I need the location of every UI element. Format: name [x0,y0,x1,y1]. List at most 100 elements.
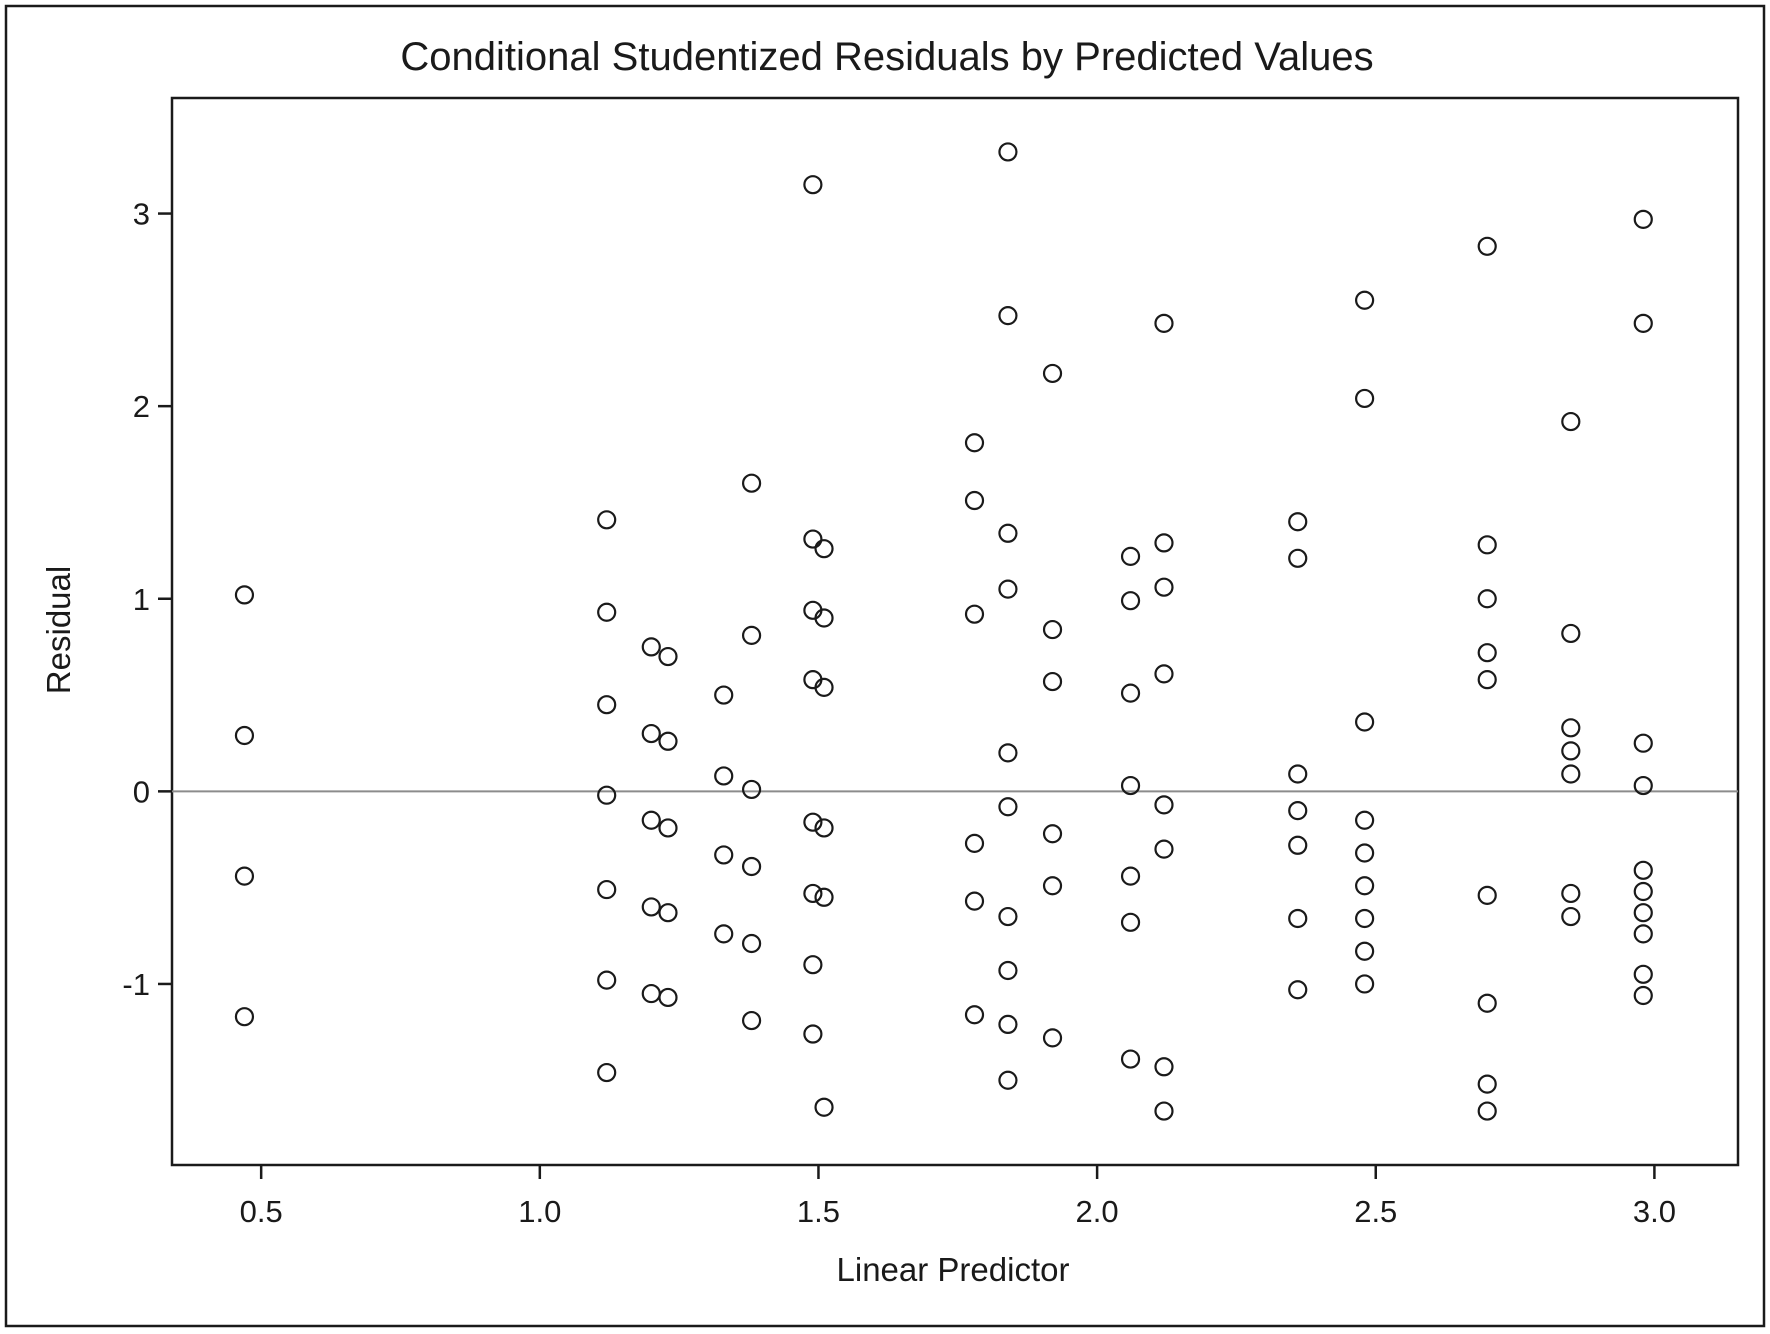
data-point [741,473,762,493]
y-axis-label: Residual [40,566,77,694]
data-point [1477,236,1497,256]
y-tick-label: 3 [133,197,150,232]
data-point [741,933,762,954]
data-point [597,785,617,805]
data-point [1120,683,1141,703]
data-point [1561,883,1581,904]
data-point [1561,906,1581,927]
data-point [234,1007,255,1027]
data-point [1633,313,1653,333]
data-point [1355,908,1375,929]
data-point [1288,512,1308,532]
data-point [597,1062,617,1083]
data-point [1633,209,1653,229]
data-point [1120,775,1141,796]
data-point [1288,908,1308,929]
x-axis-label: Linear Predictor [837,1251,1070,1288]
data-point [234,725,255,746]
data-point [803,175,823,195]
data-point [803,812,823,832]
data-point [998,743,1018,763]
data-point [1561,623,1581,644]
data-point [1633,775,1653,796]
data-point [1120,866,1141,886]
data-point [1154,1101,1174,1121]
data-point [1561,411,1581,432]
data-point [998,906,1018,927]
data-point [1355,290,1375,310]
data-point [1120,912,1141,932]
data-point [597,510,617,530]
data-point [1042,824,1063,844]
data-point [658,646,678,667]
data-point [998,142,1018,162]
figure-border [4,4,1766,1328]
data-point [1355,974,1375,994]
data-point [964,604,985,624]
data-point [658,903,678,923]
data-point [1561,764,1581,784]
data-point [1355,941,1375,961]
data-point [1477,535,1497,555]
data-point [964,490,985,511]
data-point [741,1010,762,1031]
data-point [1633,860,1653,880]
data-point [658,731,678,751]
data-point [1154,1057,1174,1077]
x-tick-label: 3.0 [1633,1194,1676,1229]
data-point [1561,741,1581,761]
data-point [1042,619,1063,640]
data-point [1288,764,1308,784]
data-point [1633,733,1653,753]
data-point [641,897,661,917]
data-point [1120,591,1141,611]
plot-area: 0.5 1.0 1.5 2.0 2.5 3.0 -1 0 1 2 3 [122,96,1740,1229]
data-point [998,1014,1018,1035]
data-point [641,723,661,744]
data-point [1355,876,1375,896]
data-point [1288,835,1308,855]
data-point [814,608,834,628]
data-point [741,779,762,800]
data-point [597,879,617,900]
data-point [1633,964,1653,984]
data-point [1355,712,1375,732]
data-point [998,579,1018,599]
data-point [234,585,255,605]
x-tick-label: 2.5 [1354,1194,1397,1229]
data-point [641,810,661,830]
data-point [1288,548,1308,568]
data-point [234,866,255,886]
data-point [1477,589,1497,609]
data-point [1355,388,1375,409]
data-point [1477,643,1497,663]
data-point [964,1005,985,1025]
data-point [714,685,734,705]
data-point [1477,1074,1497,1094]
data-point [1154,577,1174,597]
data-point [998,523,1018,543]
data-point [1288,980,1308,1000]
data-point [741,625,762,645]
data-point [1042,1028,1063,1048]
data-point [1154,664,1174,684]
data-point [1477,885,1497,905]
data-point [964,433,985,453]
data-point [597,970,617,990]
data-point [714,924,734,944]
x-tick-label: 2.0 [1076,1194,1119,1229]
chart-title: Conditional Studentized Residuals by Pre… [400,35,1373,79]
y-tick-label: 0 [133,774,150,809]
data-point [1477,670,1497,690]
y-tick-label: 2 [133,389,150,424]
data-point [964,833,985,853]
data-point [714,766,734,786]
data-point [641,637,661,657]
data-point [814,1097,834,1117]
data-point [1633,903,1653,923]
data-point [1633,985,1653,1006]
data-point [1561,718,1581,738]
data-point [1042,671,1063,692]
